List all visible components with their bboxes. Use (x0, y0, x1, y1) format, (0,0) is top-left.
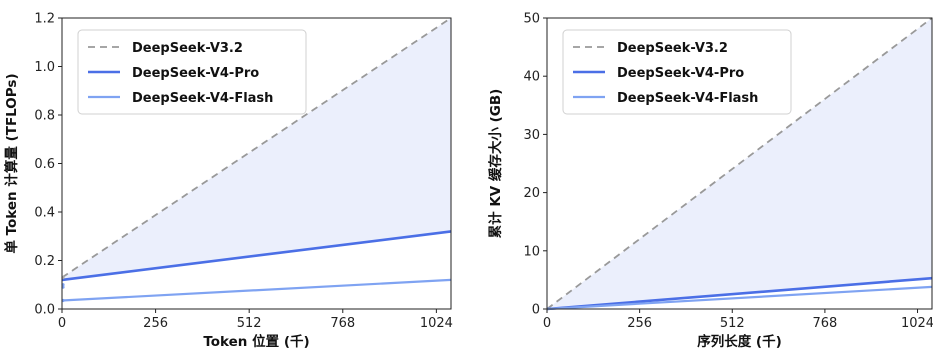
x-tick-label: 0 (543, 316, 551, 331)
plot-frame (546, 17, 933, 310)
legend-label: DeepSeek-V4-Pro (617, 66, 744, 81)
x-tick-label: 1024 (420, 316, 453, 331)
y-tick-label: 40 (523, 70, 540, 85)
x-tick-label: 768 (812, 316, 837, 331)
legend-label: DeepSeek-V4-Pro (132, 66, 259, 81)
x-axis-title: 序列长度 (千) (697, 333, 782, 350)
x-tick-label: 512 (237, 316, 262, 331)
y-tick-label: 50 (523, 12, 540, 27)
y-tick-label: 30 (523, 128, 540, 143)
y-tick-label: 0 (532, 303, 540, 318)
y-axis-title: 单 Token 计算量 (TFLOPs) (3, 73, 20, 253)
legend-label: DeepSeek-V4-Flash (132, 91, 273, 106)
y-tick-label: 0.6 (34, 157, 55, 172)
series-line-deepseek-v4-pro (61, 230, 452, 282)
y-tick-label: 0.0 (34, 303, 55, 318)
series-line-deepseek-v3-2 (546, 17, 933, 310)
x-tick-label: 1024 (901, 316, 933, 331)
series-line-deepseek-v4-pro (546, 276, 933, 311)
x-tick-label: 256 (143, 316, 168, 331)
x-axis-title: Token 位置 (千) (203, 333, 309, 350)
series-line-deepseek-v4-flash (546, 285, 933, 311)
series-line-deepseek-v4-flash (61, 278, 452, 302)
legend-label: DeepSeek-V3.2 (617, 41, 728, 56)
y-tick-label: 20 (523, 186, 540, 201)
chart-left-compute: 0 256 512 768 1024 0.0 0.2 0.4 0.6 0.8 1.0 1.2 Token… (3, 12, 453, 351)
y-tick-label: 0.4 (34, 206, 55, 221)
legend-label: DeepSeek-V4-Flash (617, 91, 758, 106)
x-tick-label: 512 (720, 316, 745, 331)
legend (562, 29, 792, 115)
x-tick-label: 0 (58, 316, 66, 331)
y-tick-label: 10 (523, 244, 540, 259)
series-line-deepseek-v3-2 (61, 17, 452, 279)
x-tick-label: 256 (627, 316, 652, 331)
y-tick-label: 0.2 (34, 254, 55, 269)
legend (77, 29, 307, 115)
y-axis-title: 累计 KV 缓存大小 (GB) (487, 89, 504, 239)
x-tick-label: 768 (330, 316, 355, 331)
chart-right-kv-cache: 0 256 512 768 1024 0 10 20 30 40 50 序列长度 (千) 累计 KV 缓… (487, 12, 933, 351)
legend-label: DeepSeek-V3.2 (132, 41, 243, 56)
y-tick-label: 1.2 (34, 12, 55, 27)
y-tick-label: 1.0 (34, 60, 55, 75)
y-tick-label: 0.8 (34, 109, 55, 124)
